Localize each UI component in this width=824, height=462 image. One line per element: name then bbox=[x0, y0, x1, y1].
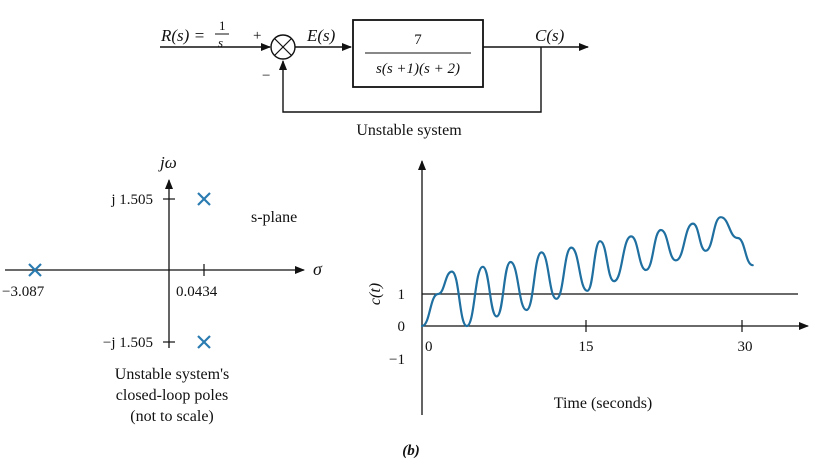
tick-label-right: 0.0434 bbox=[176, 284, 218, 300]
y-tick-label-neg1: −1 bbox=[389, 352, 405, 368]
response-y-label: c(t) bbox=[367, 283, 384, 305]
error-label: E(s) bbox=[306, 26, 336, 45]
y-tick-label-1: 1 bbox=[398, 287, 406, 303]
tick-label-lower: −j 1.505 bbox=[103, 335, 153, 351]
y-tick-label-0: 0 bbox=[398, 319, 406, 335]
tf-numerator: 7 bbox=[414, 32, 422, 48]
pole-marker-icon bbox=[28, 263, 42, 277]
summing-junction-icon bbox=[270, 34, 296, 60]
pole-marker-icon bbox=[197, 335, 211, 349]
real-axis-label: σ bbox=[313, 259, 323, 279]
pole-marker-icon bbox=[197, 192, 211, 206]
output-label: C(s) bbox=[535, 26, 565, 45]
response-x-label: Time (seconds) bbox=[554, 395, 653, 412]
block-diagram-caption: Unstable system bbox=[356, 122, 462, 139]
input-fraction-denominator: s bbox=[218, 35, 223, 50]
block-diagram: R(s) = 1 s + − E(s) 7 s(s +1)(s + 2) C(s… bbox=[160, 18, 589, 139]
s-plane-plot: jω σ s-plane j 1.505 −j 1.505 −3.087 0.0… bbox=[2, 153, 323, 425]
step-response-chart: c(t) Time (seconds) 1 0 −1 0 15 30 bbox=[367, 160, 809, 415]
s-plane-caption-line1: Unstable system's bbox=[115, 366, 229, 383]
minus-sign: − bbox=[262, 68, 270, 84]
tick-label-left: −3.087 bbox=[2, 284, 45, 300]
input-fraction-numerator: 1 bbox=[219, 18, 226, 33]
input-label: R(s) = bbox=[160, 26, 205, 45]
plus-sign: + bbox=[253, 28, 261, 44]
s-plane-caption-line2: closed-loop poles bbox=[116, 387, 228, 404]
response-curve bbox=[420, 216, 754, 328]
figure-label: (b) bbox=[402, 443, 420, 459]
feedback-path bbox=[279, 47, 542, 113]
s-plane-label: s-plane bbox=[251, 209, 297, 226]
imaginary-axis-label: jω bbox=[158, 153, 177, 172]
x-tick-label-15: 15 bbox=[579, 339, 594, 355]
s-plane-caption-line3: (not to scale) bbox=[130, 408, 214, 425]
tick-label-upper: j 1.505 bbox=[110, 192, 153, 208]
x-tick-label-0: 0 bbox=[425, 339, 433, 355]
x-tick-label-30: 30 bbox=[738, 339, 753, 355]
tf-denominator: s(s +1)(s + 2) bbox=[376, 61, 460, 77]
